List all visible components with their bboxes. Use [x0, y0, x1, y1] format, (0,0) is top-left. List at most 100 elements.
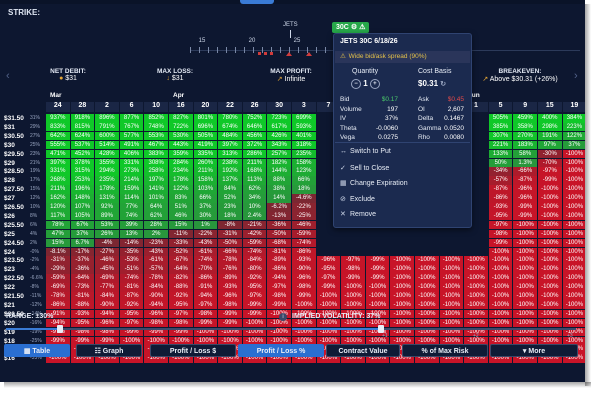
- pnl-cell[interactable]: [440, 239, 464, 248]
- pnl-cell[interactable]: -100%: [538, 318, 562, 328]
- pnl-cell[interactable]: 211%: [46, 185, 70, 194]
- pnl-cell[interactable]: 168%: [242, 167, 267, 176]
- pnl-cell[interactable]: -99%: [267, 300, 291, 310]
- range-slider-track[interactable]: [6, 328, 276, 330]
- pnl-cell[interactable]: -100%: [464, 318, 488, 328]
- pnl-cell[interactable]: 38%: [267, 185, 291, 194]
- pnl-cell[interactable]: -100%: [538, 336, 562, 345]
- pnl-cell[interactable]: 674%: [218, 122, 242, 132]
- pnl-cell[interactable]: -100%: [292, 300, 316, 310]
- pnl-cell[interactable]: -98%: [292, 283, 316, 292]
- pnl-cell[interactable]: -100%: [144, 354, 168, 363]
- pnl-cell[interactable]: -81%: [267, 247, 291, 256]
- pnl-cell[interactable]: -100%: [390, 300, 414, 310]
- pnl-cell[interactable]: 101%: [144, 194, 168, 203]
- pnl-cell[interactable]: -74%: [193, 256, 218, 265]
- strike-arrow-icon[interactable]: [306, 52, 312, 56]
- pnl-cell[interactable]: -100%: [267, 354, 291, 363]
- pnl-cell[interactable]: -100%: [538, 238, 562, 248]
- pnl-cell[interactable]: -31%: [218, 229, 242, 239]
- pnl-cell[interactable]: -82%: [169, 274, 193, 283]
- remove-item[interactable]: ✕ Remove: [340, 210, 376, 218]
- pnl-cell[interactable]: 617%: [267, 122, 291, 132]
- pnl-cell[interactable]: -100%: [513, 247, 537, 256]
- pnl-cell[interactable]: 1.3%: [513, 158, 537, 167]
- pnl-cell[interactable]: -100%: [365, 292, 390, 301]
- pnl-cell[interactable]: 401%: [292, 131, 316, 141]
- pnl-cell[interactable]: -84%: [242, 256, 267, 265]
- pnl-cell[interactable]: -98%: [488, 229, 513, 239]
- pnl-cell[interactable]: -100%: [415, 283, 439, 292]
- contract-value-button[interactable]: Contract Value: [326, 344, 400, 357]
- pnl-cell[interactable]: -100%: [538, 327, 562, 337]
- pnl-cell[interactable]: -100%: [513, 256, 537, 265]
- pnl-cell[interactable]: -100%: [513, 327, 537, 337]
- pnl-cell[interactable]: -100%: [242, 318, 267, 328]
- pnl-cell[interactable]: 484%: [218, 131, 242, 141]
- pnl-cell[interactable]: -100%: [365, 354, 390, 363]
- pnl-cell[interactable]: -59%: [242, 238, 267, 248]
- pnl-cell[interactable]: -100%: [341, 309, 365, 319]
- pnl-cell[interactable]: -100%: [538, 203, 562, 212]
- pnl-cell[interactable]: -100%: [562, 194, 585, 203]
- pnl-cell[interactable]: -99%: [169, 327, 193, 337]
- pnl-cell[interactable]: 62%: [242, 185, 267, 194]
- pnl-cell[interactable]: -52%: [169, 247, 193, 256]
- pnl-cell[interactable]: -100%: [513, 229, 537, 239]
- pnl-cell[interactable]: -66%: [218, 247, 242, 256]
- pnl-cell[interactable]: -90%: [95, 300, 119, 310]
- pnl-cell[interactable]: 39%: [119, 220, 144, 230]
- pnl-cell[interactable]: -4.6%: [292, 194, 316, 203]
- pnl-cell[interactable]: 47%: [46, 229, 70, 239]
- pnl-cell[interactable]: -64%: [70, 274, 95, 283]
- pnl-cell[interactable]: -100%: [292, 336, 316, 345]
- pnl-cell[interactable]: -68%: [267, 238, 291, 248]
- pnl-cell[interactable]: -100%: [439, 354, 464, 363]
- pnl-cell[interactable]: -99%: [144, 327, 168, 337]
- pnl-cell[interactable]: -100%: [341, 336, 365, 345]
- pnl-cell[interactable]: [390, 248, 414, 257]
- pnl-cell[interactable]: 318%: [292, 140, 316, 150]
- pnl-cell[interactable]: 553%: [144, 131, 168, 141]
- pnl-cell[interactable]: [317, 230, 341, 239]
- pnl-cell[interactable]: -51%: [119, 265, 144, 274]
- pnl-cell[interactable]: -76%: [218, 265, 242, 274]
- pnl-cell[interactable]: [464, 230, 488, 239]
- pnl-cell[interactable]: 505%: [193, 131, 218, 141]
- pnl-cell[interactable]: -33%: [169, 238, 193, 248]
- pnl-cell[interactable]: -100%: [562, 203, 585, 212]
- pnl-cell[interactable]: -8%: [218, 220, 242, 230]
- pnl-cell[interactable]: -100%: [242, 354, 267, 363]
- refresh-icon[interactable]: ↻: [440, 81, 447, 88]
- pnl-cell[interactable]: [366, 230, 390, 239]
- pnl-cell[interactable]: -100%: [538, 283, 562, 292]
- pnl-cell[interactable]: 66%: [193, 194, 218, 203]
- quantity-stepper[interactable]: − 1 +: [351, 79, 380, 89]
- pnl-cell[interactable]: -100%: [562, 167, 585, 176]
- pnl-cell[interactable]: -36%: [70, 265, 95, 274]
- pnl-cell[interactable]: -99%: [316, 283, 341, 292]
- pnl-cell[interactable]: 51%: [169, 203, 193, 212]
- pnl-cell[interactable]: 400%: [538, 114, 562, 123]
- pnl-cell[interactable]: -100%: [562, 247, 585, 256]
- pnl-cell[interactable]: -100%: [562, 185, 585, 194]
- pnl-cell[interactable]: 600%: [95, 131, 119, 141]
- pnl-cell[interactable]: -59%: [46, 274, 70, 283]
- pnl-cell[interactable]: -98%: [193, 309, 218, 319]
- pnl-cell[interactable]: -100%: [390, 309, 414, 319]
- pnl-cell[interactable]: [366, 248, 390, 257]
- pnl-cell[interactable]: -97%: [488, 220, 513, 230]
- pnl-cell[interactable]: -100%: [316, 300, 341, 310]
- pnl-cell[interactable]: -100%: [439, 274, 464, 283]
- pnl-cell[interactable]: 89%: [95, 211, 119, 221]
- pnl-cell[interactable]: -99%: [242, 300, 267, 310]
- pnl-cell[interactable]: -100%: [439, 318, 464, 328]
- pnl-cell[interactable]: -100%: [119, 336, 144, 345]
- pnl-cell[interactable]: -78%: [144, 274, 168, 283]
- pnl-cell[interactable]: 355%: [95, 158, 119, 167]
- pnl-cell[interactable]: -22%: [193, 229, 218, 239]
- pnl-cell[interactable]: 443%: [169, 140, 193, 150]
- pnl-cell[interactable]: -97%: [538, 167, 562, 176]
- pnl-cell[interactable]: 107%: [70, 203, 95, 212]
- pnl-cell[interactable]: -78%: [218, 256, 242, 265]
